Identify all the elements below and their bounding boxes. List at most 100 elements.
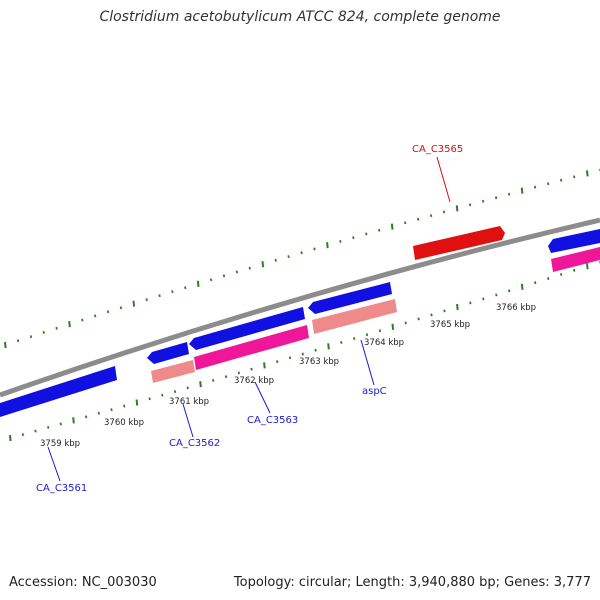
- minor-tick: [573, 175, 576, 179]
- minor-tick: [224, 375, 228, 379]
- minor-tick: [186, 386, 189, 390]
- minor-tick: [443, 309, 446, 313]
- minor-tick: [339, 239, 342, 243]
- gene-aspc-reverse[interactable]: [312, 299, 397, 334]
- minor-tick: [248, 266, 251, 270]
- gene-ca-c3562-reverse[interactable]: [151, 360, 195, 383]
- tick-label: 3760 kbp: [104, 418, 144, 428]
- minor-tick: [42, 330, 45, 334]
- minor-tick: [353, 337, 356, 341]
- minor-tick: [495, 293, 498, 297]
- minor-tick: [84, 415, 88, 419]
- minor-tick: [417, 217, 420, 221]
- gene-label-ca-c3562[interactable]: CA_C3562: [169, 438, 220, 449]
- tick-label: 3766 kbp: [496, 303, 536, 313]
- minor-tick: [507, 192, 511, 196]
- leader-line-ca-c3565: [436, 156, 451, 203]
- minor-tick: [365, 232, 368, 236]
- outer-tick-ring: [4, 168, 600, 349]
- major-tick: [263, 362, 266, 369]
- minor-tick: [430, 313, 433, 317]
- gene-ca-c3565[interactable]: [413, 226, 505, 260]
- major-tick: [326, 242, 329, 249]
- major-tick: [4, 341, 7, 349]
- minor-tick: [287, 255, 290, 259]
- minor-tick: [365, 333, 369, 337]
- major-tick: [586, 263, 589, 270]
- major-tick: [196, 280, 200, 287]
- minor-tick: [533, 185, 537, 189]
- major-tick: [455, 205, 459, 212]
- minor-tick: [161, 393, 164, 397]
- minor-tick: [106, 310, 110, 314]
- minor-tick: [314, 348, 317, 352]
- leader-line-ca-c3561: [47, 446, 61, 482]
- minor-tick: [222, 274, 226, 278]
- tick-label: 3759 kbp: [40, 439, 80, 449]
- gene-label-aspc[interactable]: aspC: [362, 386, 387, 397]
- minor-tick: [81, 318, 84, 322]
- minor-tick: [560, 178, 563, 182]
- minor-tick: [481, 199, 485, 203]
- minor-tick: [547, 277, 550, 281]
- major-tick: [327, 343, 330, 350]
- major-tick: [520, 283, 524, 290]
- tick-label: 3761 kbp: [169, 397, 209, 407]
- minor-tick: [235, 270, 239, 274]
- minor-tick: [123, 404, 126, 408]
- major-tick: [199, 381, 202, 388]
- minor-tick: [560, 272, 563, 276]
- minor-tick: [404, 321, 407, 325]
- tick-label: 3763 kbp: [299, 357, 339, 367]
- minor-tick: [429, 214, 433, 218]
- minor-tick: [21, 433, 25, 437]
- gene-label-ca-c3563[interactable]: CA_C3563: [247, 415, 298, 426]
- minor-tick: [119, 306, 123, 310]
- minor-tick: [534, 281, 537, 285]
- minor-tick: [313, 247, 316, 251]
- gene-label-ca-c3565[interactable]: CA_C3565: [412, 144, 463, 155]
- minor-tick: [47, 425, 50, 429]
- major-tick: [135, 399, 139, 406]
- gene-ca-c3562[interactable]: [147, 342, 189, 364]
- minor-tick: [301, 352, 304, 356]
- minor-tick: [340, 340, 343, 344]
- minor-tick: [59, 422, 62, 426]
- major-tick: [68, 321, 71, 328]
- minor-tick: [16, 339, 20, 343]
- gene-ca-c3561[interactable]: [0, 366, 117, 417]
- major-tick: [261, 261, 265, 268]
- minor-tick: [184, 286, 187, 290]
- gene-aspc[interactable]: [308, 282, 392, 314]
- gene-label-ca-c3561[interactable]: CA_C3561: [36, 483, 87, 494]
- minor-tick: [352, 236, 355, 240]
- minor-tick: [404, 221, 407, 225]
- minor-tick: [97, 411, 100, 415]
- gene-ca-c3563-reverse[interactable]: [194, 325, 309, 370]
- inner-tick-ring: [9, 260, 600, 442]
- minor-tick: [378, 228, 381, 232]
- gene-ca-c3563[interactable]: [189, 307, 305, 350]
- leader-line-ca-c3562: [182, 403, 194, 438]
- minor-tick: [110, 408, 113, 412]
- major-tick: [520, 187, 524, 194]
- minor-tick: [171, 290, 174, 294]
- minor-tick: [250, 367, 253, 371]
- tick-label: 3764 kbp: [364, 338, 404, 348]
- leader-line-aspc: [360, 339, 375, 386]
- minor-tick: [469, 301, 472, 305]
- minor-tick: [276, 360, 279, 364]
- minor-tick: [494, 196, 498, 200]
- gene-right-edge-magenta[interactable]: [551, 247, 600, 272]
- minor-tick: [237, 371, 240, 375]
- tick-label: 3762 kbp: [234, 376, 274, 386]
- minor-tick: [482, 297, 485, 301]
- leader-line-ca-c3563: [254, 381, 271, 414]
- major-tick: [9, 434, 12, 442]
- minor-tick: [29, 335, 33, 339]
- minor-tick: [209, 278, 213, 282]
- major-tick: [72, 417, 75, 424]
- minor-tick: [55, 326, 58, 330]
- minor-tick: [34, 429, 37, 433]
- gene-right-edge-blue[interactable]: [548, 229, 600, 253]
